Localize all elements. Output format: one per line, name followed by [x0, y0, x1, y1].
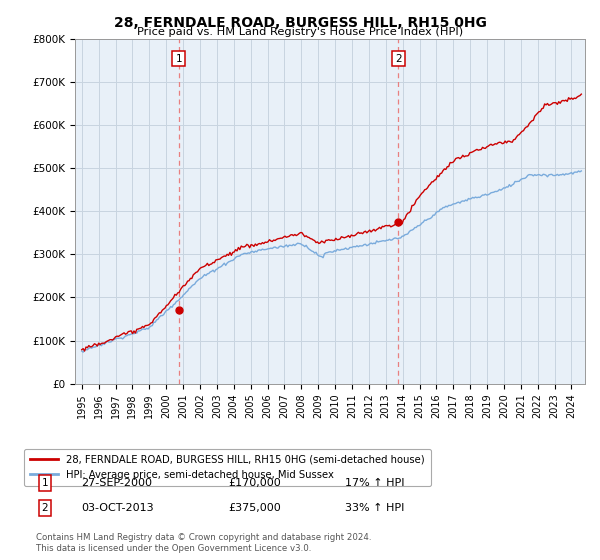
Text: 33% ↑ HPI: 33% ↑ HPI: [345, 503, 404, 513]
Text: £170,000: £170,000: [228, 478, 281, 488]
Text: 17% ↑ HPI: 17% ↑ HPI: [345, 478, 404, 488]
Text: 2: 2: [395, 54, 402, 64]
Text: Contains HM Land Registry data © Crown copyright and database right 2024.
This d: Contains HM Land Registry data © Crown c…: [36, 533, 371, 553]
Text: 1: 1: [175, 54, 182, 64]
Text: 03-OCT-2013: 03-OCT-2013: [81, 503, 154, 513]
Text: £375,000: £375,000: [228, 503, 281, 513]
Text: 2: 2: [41, 503, 49, 513]
Text: 1: 1: [41, 478, 49, 488]
Legend: 28, FERNDALE ROAD, BURGESS HILL, RH15 0HG (semi-detached house), HPI: Average pr: 28, FERNDALE ROAD, BURGESS HILL, RH15 0H…: [24, 449, 431, 486]
Text: 28, FERNDALE ROAD, BURGESS HILL, RH15 0HG: 28, FERNDALE ROAD, BURGESS HILL, RH15 0H…: [113, 16, 487, 30]
Text: 27-SEP-2000: 27-SEP-2000: [81, 478, 152, 488]
Text: Price paid vs. HM Land Registry's House Price Index (HPI): Price paid vs. HM Land Registry's House …: [137, 27, 463, 37]
